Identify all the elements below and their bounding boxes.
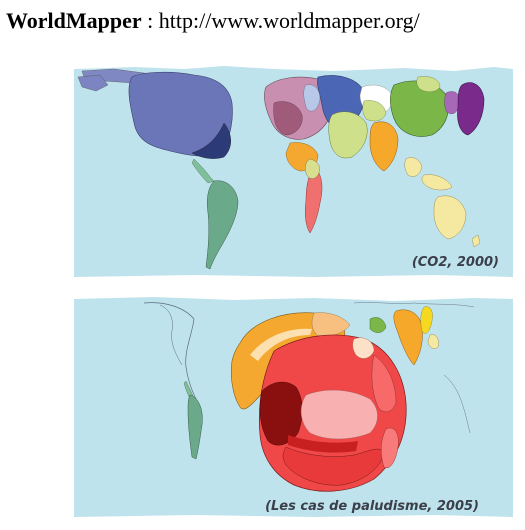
south-america-shape [187, 394, 203, 460]
horn-of-africa-shape [352, 337, 375, 359]
india-shape [393, 309, 423, 366]
antarctica-shape [74, 515, 513, 522]
north-america-outline-2 [159, 304, 183, 366]
southeast-asia-shape [404, 157, 423, 177]
southeast-asia-shape [420, 306, 433, 334]
malaria-cartogram-map: (Les cas de paludisme, 2005) [74, 295, 513, 522]
alaska-shape [77, 74, 109, 92]
kazakhstan-shape [362, 100, 387, 122]
nigeria-dark-shape [259, 381, 303, 446]
australia-shape [433, 195, 467, 240]
central-africa-pink-shape [300, 389, 378, 440]
north-america-east-shape [191, 122, 231, 159]
worldmapper-url[interactable]: http://www.worldmapper.org/ [158, 8, 420, 33]
malaria-cartogram-graphic [74, 295, 513, 522]
middle-east-shape [328, 111, 368, 159]
mongolia-shape [416, 76, 441, 92]
central-america-shape [191, 158, 215, 184]
co2-map-caption: (CO2, 2000) [411, 255, 499, 270]
antarctica-shape [74, 275, 513, 282]
co2-cartogram-graphic [74, 63, 513, 282]
western-europe-shape [273, 101, 303, 136]
eastern-europe-shape [303, 84, 321, 112]
east-africa-shape [371, 354, 397, 413]
header-separator: : [141, 8, 159, 33]
indonesia-shape [427, 334, 439, 349]
co2-cartogram-map: (CO2, 2000) [74, 63, 513, 282]
india-shape [369, 121, 399, 172]
worldmapper-title: WorldMapper [6, 8, 142, 33]
asia-outline [353, 302, 475, 308]
arctic-territory-shape [74, 63, 513, 71]
west-africa-stripe [250, 328, 312, 361]
central-africa-shape [305, 158, 320, 179]
africa-shape [304, 166, 323, 234]
malaria-map-caption: (Les cas de paludisme, 2005) [265, 499, 479, 514]
japan-shape [457, 82, 485, 136]
congo-band-shape [288, 435, 358, 453]
madagascar-shape [381, 427, 399, 469]
page-header: WorldMapper : http://www.worldmapper.org… [6, 8, 420, 34]
korea-shape [444, 91, 461, 114]
north-america-outline [143, 302, 197, 400]
indonesia-shape [421, 174, 453, 191]
china-shape [390, 80, 449, 137]
arctic-territory-shape [74, 295, 513, 301]
middle-east-shape [369, 317, 387, 333]
south-america-shape [205, 180, 239, 270]
southern-africa-shape [282, 446, 385, 486]
new-zealand-shape [471, 234, 481, 248]
oceania-outline [443, 374, 471, 434]
sahel-shape [311, 312, 351, 338]
